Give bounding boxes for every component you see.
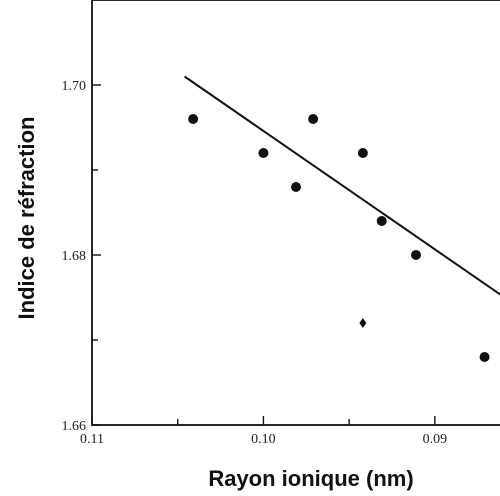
y-axis-title: Indice de réfraction: [14, 117, 39, 320]
data-point: [357, 148, 368, 158]
trend-layer: [184, 75, 500, 296]
x-tick-label: 0.11: [80, 432, 104, 447]
trend-line: [184, 75, 500, 296]
x-tick-label: 0.09: [423, 432, 448, 447]
x-tick-label: 0.10: [251, 432, 276, 447]
ticks-layer: [91, 84, 436, 426]
data-point: [258, 148, 269, 158]
tick-labels-layer: 0.11 0.10 0.09 1.66 1.68 1.70: [62, 79, 448, 447]
plot-frame: [91, 0, 500, 426]
data-point-diamond: [359, 318, 367, 328]
x-axis-title: Rayon ionique (nm): [208, 466, 413, 491]
data-point: [291, 182, 301, 192]
data-point: [479, 352, 490, 362]
points-layer: [188, 114, 490, 362]
data-point: [411, 250, 421, 260]
data-point: [308, 114, 319, 124]
y-tick-label: 1.66: [62, 419, 87, 434]
y-tick-label: 1.70: [62, 79, 87, 94]
data-point: [188, 114, 199, 124]
y-tick-label: 1.68: [62, 249, 87, 264]
data-point: [376, 216, 387, 226]
